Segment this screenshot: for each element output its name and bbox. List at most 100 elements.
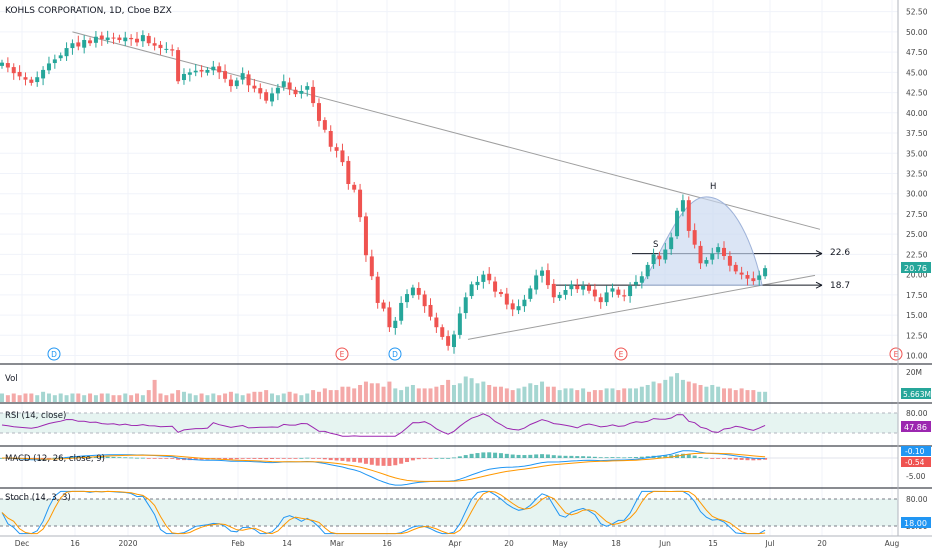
- macd-histogram-bar: [176, 458, 181, 460]
- candle-body: [510, 303, 515, 310]
- volume-bar: [52, 395, 57, 402]
- price-tick-label: 17.50: [906, 291, 928, 300]
- support-level-label: 18.7: [830, 281, 850, 291]
- volume-bar: [93, 395, 98, 402]
- time-tick-label: 14: [282, 539, 292, 548]
- price-tick-label: 30.00: [906, 190, 928, 199]
- earnings-marker-circle: [614, 347, 628, 361]
- volume-bar: [23, 393, 28, 402]
- stoch-pane: [0, 490, 898, 535]
- ascending-trendline: [467, 274, 816, 340]
- volume-bar: [135, 393, 140, 402]
- macd-histogram-bar: [234, 458, 239, 460]
- candle-body: [293, 89, 298, 95]
- volume-bar: [217, 395, 222, 402]
- stoch-band: [0, 499, 898, 526]
- volume-bar: [228, 391, 233, 402]
- candle-body: [135, 38, 140, 43]
- volume-bar: [381, 386, 386, 402]
- time-tick-label: 18: [611, 539, 621, 548]
- candle-body: [275, 87, 280, 94]
- volume-bar: [557, 390, 562, 402]
- macd-histogram-bar: [358, 458, 363, 463]
- candle-body: [481, 274, 486, 282]
- volume-bar: [410, 385, 415, 402]
- macd-histogram-bar: [440, 457, 445, 459]
- macd-histogram-bar: [246, 458, 251, 459]
- macd-histogram-bar: [228, 458, 233, 460]
- macd-histogram-bar: [727, 458, 732, 460]
- volume-bar: [504, 388, 509, 402]
- volume-bar: [76, 393, 81, 402]
- macd-histogram-bar: [287, 458, 292, 459]
- volume-bar: [181, 391, 186, 402]
- resistance-level-label: 22.6: [830, 248, 850, 258]
- volume-bar: [82, 395, 87, 402]
- candle-body: [475, 281, 480, 286]
- candle-body: [129, 37, 134, 40]
- macd-histogram-bar: [281, 458, 286, 459]
- macd-histogram-bar: [299, 457, 304, 459]
- time-tick-label: Aug: [885, 539, 900, 548]
- volume-bar: [316, 391, 321, 402]
- volume-bar: [187, 393, 192, 402]
- macd-histogram-bar: [258, 458, 263, 459]
- macd-histogram-bar: [111, 456, 116, 458]
- volume-bar: [751, 390, 756, 402]
- volume-bar: [628, 388, 633, 402]
- price-tick-label: 40.00: [906, 109, 928, 118]
- time-tick-label: Jul: [764, 539, 774, 548]
- candle-body: [311, 86, 316, 104]
- macd-histogram-bar: [428, 458, 433, 459]
- macd-histogram-bar: [757, 458, 762, 461]
- macd-histogram-bar: [475, 453, 480, 458]
- volume-bar: [704, 386, 709, 402]
- volume-bar: [487, 385, 492, 402]
- macd-histogram-bar: [316, 458, 321, 459]
- macd-histogram-bar: [393, 458, 398, 466]
- candle-body: [563, 289, 568, 295]
- candle-body: [657, 255, 662, 260]
- candle-body: [140, 35, 145, 42]
- volume-bar: [334, 390, 339, 402]
- candle-body: [193, 70, 198, 73]
- volume-bar: [405, 386, 410, 402]
- volume-bar: [563, 388, 568, 402]
- price-axis: 52.50 50.00 47.50 45.00 42.50 40.00 37.50 35.00…: [897, 0, 928, 536]
- candle-body: [463, 297, 468, 314]
- stoch-last-value: 18.00: [904, 519, 927, 528]
- earnings-marker-text: E: [894, 350, 899, 359]
- macd-histogram-bar: [170, 458, 175, 459]
- earnings-marker-text: E: [619, 350, 624, 359]
- candle-body: [205, 69, 210, 73]
- price-tick-label: 27.50: [906, 210, 928, 219]
- volume-bar: [422, 388, 427, 402]
- candle-body: [516, 306, 521, 311]
- macd-histogram-bar: [522, 455, 527, 458]
- price-tick-label: 35.00: [906, 149, 928, 158]
- volume-bar: [575, 390, 580, 402]
- volume-bar: [399, 390, 404, 402]
- volume-bar: [416, 388, 421, 402]
- volume-bar: [193, 395, 198, 402]
- volume-bar: [346, 386, 351, 402]
- volume-bar: [622, 388, 627, 402]
- candle-body: [628, 285, 633, 297]
- volume-bar: [41, 391, 46, 402]
- volume-bar: [669, 376, 674, 402]
- macd-histogram-bar: [493, 452, 498, 458]
- candle-body: [592, 289, 597, 297]
- macd-hist-value: -0.54: [905, 458, 925, 467]
- volume-bar: [440, 385, 445, 402]
- macd-histogram-bar: [369, 458, 374, 465]
- volume-bar: [117, 395, 122, 402]
- candle-body: [446, 336, 451, 346]
- candle-body: [610, 288, 615, 292]
- macd-histogram-bar: [375, 458, 380, 466]
- candle-body: [622, 295, 627, 297]
- volume-bar: [604, 388, 609, 402]
- volume-bar: [375, 383, 380, 402]
- volume-bar: [99, 393, 104, 402]
- time-tick-label: 15: [708, 539, 718, 548]
